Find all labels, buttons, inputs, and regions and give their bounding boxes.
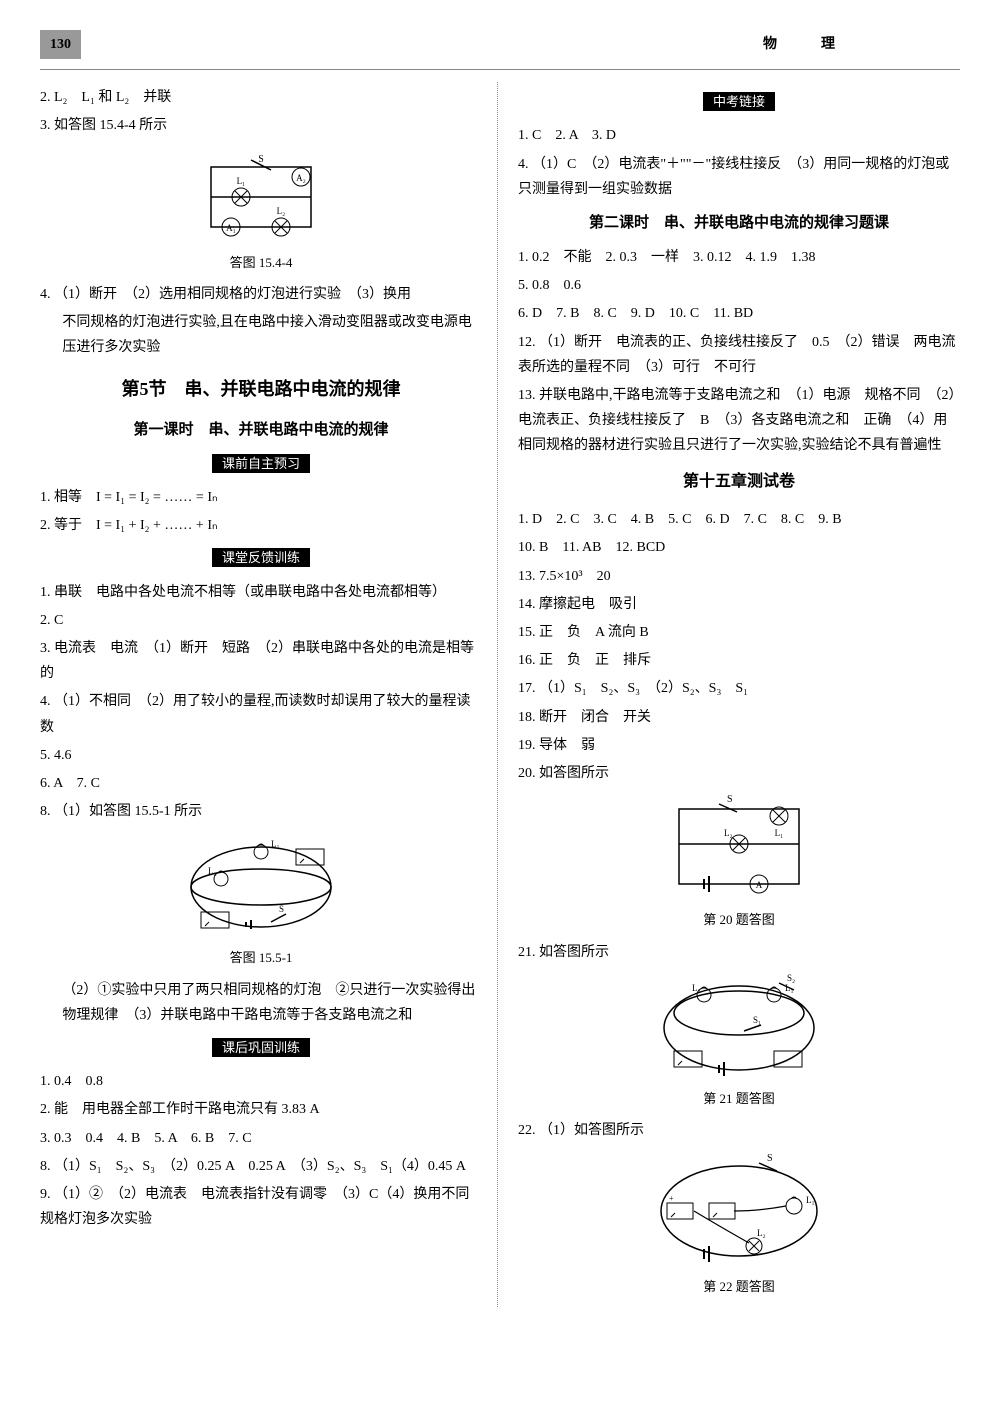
answer-line: 3. 0.3 0.4 4. B 5. A 6. B 7. C — [40, 1126, 482, 1151]
svg-text:S: S — [767, 1153, 773, 1164]
svg-text:S₁: S₁ — [753, 1015, 761, 1025]
page-number: 130 — [40, 30, 81, 59]
svg-text:S: S — [258, 154, 264, 165]
svg-text:L₁: L₁ — [775, 828, 784, 838]
answer-line: 19. 导体 弱 — [518, 733, 960, 758]
figure-caption: 答图 15.4-4 — [40, 251, 482, 274]
figure-caption: 第 22 题答图 — [518, 1275, 960, 1298]
answer-line: 17. （1）S₁ S₂、S₃ （2）S₂、S₃ S₁ — [518, 676, 960, 701]
answer-line: 4. （1）不相同 （2）用了较小的量程,而读数时却误用了较大的量程读数 — [40, 689, 482, 739]
svg-text:L₂: L₂ — [277, 206, 286, 216]
tag-after: 课后巩固训练 — [40, 1036, 482, 1061]
answer-line: 16. 正 负 正 排斥 — [518, 648, 960, 673]
figure-q21: L₂ L₁ S₂ S₁ 第 21 题答图 — [518, 973, 960, 1110]
figure-caption: 第 20 题答图 — [518, 908, 960, 931]
svg-text:S: S — [727, 794, 733, 805]
answer-line: 9. （1）② （2）电流表 电流表指针没有调零 （3）C（4）换用不同规格灯泡… — [40, 1182, 482, 1232]
answer-line: 5. 4.6 — [40, 743, 482, 768]
svg-text:L₂: L₂ — [692, 983, 701, 993]
figure-caption: 答图 15.5-1 — [40, 946, 482, 969]
svg-text:A₁: A₁ — [226, 223, 236, 233]
answer-line: 12. （1）断开 电流表的正、负接线柱接反了 0.5 （2）错误 两电流表所选… — [518, 330, 960, 380]
answer-line: 3. 如答图 15.4-4 所示 — [40, 113, 482, 138]
answer-line: 1. 相等 I = I₁ = I₂ = …… = Iₙ — [40, 485, 482, 510]
answer-line: 2. 能 用电器全部工作时干路电流只有 3.83 A — [40, 1097, 482, 1122]
tag-class: 课堂反馈训练 — [40, 546, 482, 571]
answer-line: （2）①实验中只用了两只相同规格的灯泡 ②只进行一次实验得出物理规律 （3）并联… — [40, 978, 482, 1028]
figure-q22: S + L₁ L₂ 第 22 题答图 — [518, 1151, 960, 1298]
answer-line: 8. （1）S₁ S₂、S₃ （2）0.25 A 0.25 A （3）S₂、S₃… — [40, 1154, 482, 1179]
figure-q20: S L₁ L₂ A 第 20 题答图 — [518, 794, 960, 931]
answer-line: 2. L₂ L₁ 和 L₂ 并联 — [40, 85, 482, 110]
answer-line: 10. B 11. AB 12. BCD — [518, 535, 960, 560]
answer-line: 2. C — [40, 608, 482, 633]
svg-text:L₁: L₁ — [237, 176, 246, 186]
svg-text:A: A — [756, 880, 763, 890]
answer-line: 13. 并联电路中,干路电流等于支路电流之和 （1）电源 规格不同 （2）电流表… — [518, 383, 960, 459]
answer-line: 22. （1）如答图所示 — [518, 1118, 960, 1143]
figure-15-4-4: S A₂ L₁ L₂ A₁ 答图 15.4-4 — [40, 147, 482, 274]
answer-line: 6. D 7. B 8. C 9. D 10. C 11. BD — [518, 301, 960, 326]
answer-line: 1. 0.2 不能 2. 0.3 一样 3. 0.12 4. 1.9 1.38 — [518, 245, 960, 270]
content-columns: 2. L₂ L₁ 和 L₂ 并联 3. 如答图 15.4-4 所示 S A₂ L… — [40, 82, 960, 1306]
svg-text:S: S — [279, 904, 284, 914]
svg-text:L₂: L₂ — [724, 828, 733, 838]
tag-exam: 中考链接 — [518, 90, 960, 115]
figure-caption: 第 21 题答图 — [518, 1087, 960, 1110]
answer-line: 2. 等于 I = I₁ + I₂ + …… + Iₙ — [40, 513, 482, 538]
svg-text:L₁: L₁ — [806, 1195, 815, 1205]
answer-line: 1. C 2. A 3. D — [518, 123, 960, 148]
answer-line: 1. 串联 电路中各处电流不相等（或串联电路中各处电流都相等） — [40, 580, 482, 605]
answer-line: 6. A 7. C — [40, 771, 482, 796]
chapter-15-title: 第十五章测试卷 — [518, 468, 960, 497]
right-column: 中考链接 1. C 2. A 3. D 4. （1）C （2）电流表"＋""－"… — [518, 82, 960, 1306]
svg-text:S₂: S₂ — [787, 973, 795, 983]
answer-line: 不同规格的灯泡进行实验,且在电路中接入滑动变阻器或改变电源电压进行多次实验 — [40, 310, 482, 360]
svg-text:L₂: L₂ — [757, 1228, 766, 1238]
answer-line: 1. 0.4 0.8 — [40, 1069, 482, 1094]
answer-line: 3. 电流表 电流 （1）断开 短路 （2）串联电路中各处的电流是相等的 — [40, 636, 482, 686]
svg-text:L₁: L₁ — [271, 839, 280, 849]
tag-preview: 课前自主预习 — [40, 452, 482, 477]
subject-label: 物 理 — [763, 32, 960, 57]
answer-line: 4. （1）C （2）电流表"＋""－"接线柱接反 （3）用同一规格的灯泡或只测… — [518, 152, 960, 202]
answer-line: 8. （1）如答图 15.5-1 所示 — [40, 799, 482, 824]
section-2-sub: 第二课时 串、并联电路中电流的规律习题课 — [518, 210, 960, 237]
answer-line: 21. 如答图所示 — [518, 940, 960, 965]
left-column: 2. L₂ L₁ 和 L₂ 并联 3. 如答图 15.4-4 所示 S A₂ L… — [40, 82, 498, 1306]
svg-text:L₂: L₂ — [208, 866, 217, 876]
answer-line: 18. 断开 闭合 开关 — [518, 705, 960, 730]
header-divider — [40, 69, 960, 70]
answer-line: 15. 正 负 A 流向 B — [518, 620, 960, 645]
section-5-sub: 第一课时 串、并联电路中电流的规律 — [40, 417, 482, 444]
page-header: 130 物 理 — [40, 30, 960, 59]
svg-text:+: + — [669, 1194, 674, 1203]
answer-line: 1. D 2. C 3. C 4. B 5. C 6. D 7. C 8. C … — [518, 507, 960, 532]
figure-15-5-1: L₁ L₂ S 答图 15.5-1 — [40, 832, 482, 969]
answer-line: 5. 0.8 0.6 — [518, 273, 960, 298]
section-5-title: 第5节 串、并联电路中电流的规律 — [40, 373, 482, 405]
answer-line: 20. 如答图所示 — [518, 761, 960, 786]
answer-line: 14. 摩擦起电 吸引 — [518, 592, 960, 617]
svg-text:A₂: A₂ — [296, 173, 306, 183]
answer-line: 13. 7.5×10³ 20 — [518, 564, 960, 589]
answer-line: 4. （1）断开 （2）选用相同规格的灯泡进行实验 （3）换用 — [40, 282, 482, 307]
